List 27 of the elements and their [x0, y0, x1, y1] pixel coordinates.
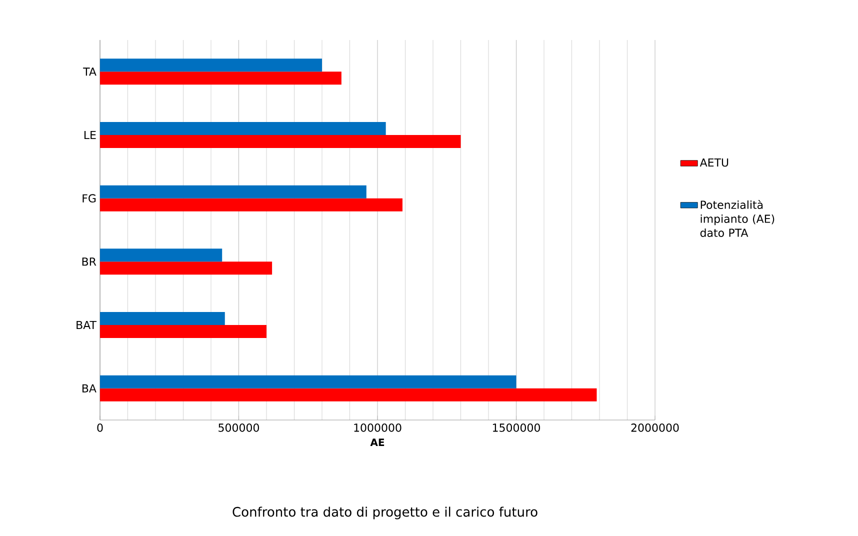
bar	[100, 375, 516, 388]
x-tick-label: 1500000	[492, 424, 540, 432]
x-axis-title: AE	[370, 438, 384, 446]
x-tick-label: 500000	[218, 424, 260, 432]
x-tick-label: 2000000	[631, 424, 679, 432]
bar	[100, 248, 222, 262]
bar	[100, 122, 386, 136]
y-tick-label: LE	[84, 131, 96, 140]
x-tick-label: 1000000	[354, 424, 402, 432]
bar	[100, 312, 225, 326]
bar	[100, 262, 272, 275]
bar	[100, 185, 366, 198]
text: Confronto tra dato di progetto e il carico futuro	[232, 506, 538, 520]
bar	[100, 198, 402, 212]
x-tick-label: 0	[97, 424, 103, 432]
bar	[100, 388, 597, 402]
legend-label: AETU	[700, 158, 728, 167]
bar	[100, 135, 461, 148]
y-tick-label: BAT	[76, 321, 97, 330]
legend-label: Potenzialità impianto (AE) dato PTA	[700, 200, 774, 237]
y-tick-label: TA	[83, 68, 96, 76]
y-tick-label: BR	[82, 258, 96, 266]
bar	[100, 325, 267, 338]
bar	[100, 58, 322, 72]
y-tick-label: FG	[82, 194, 96, 202]
bar	[100, 72, 342, 85]
y-tick-label: BA	[82, 384, 96, 392]
